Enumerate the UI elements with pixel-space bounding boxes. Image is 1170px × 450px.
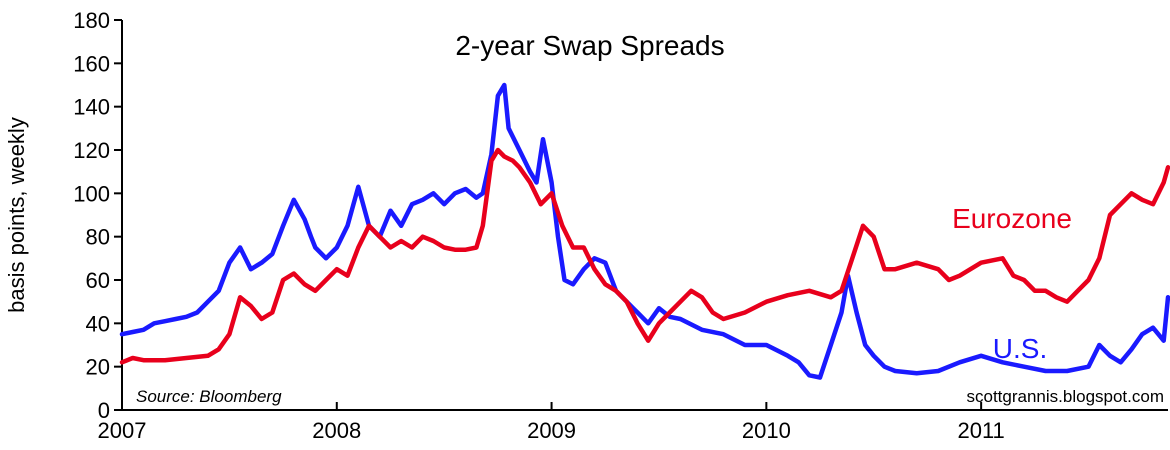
chart-title: 2-year Swap Spreads — [455, 30, 724, 61]
y-tick-label: 40 — [86, 311, 110, 336]
y-tick-label: 120 — [73, 138, 110, 163]
x-tick-label: 2010 — [742, 418, 791, 443]
y-tick-label: 60 — [86, 268, 110, 293]
x-tick-label: 2007 — [98, 418, 147, 443]
y-tick-label: 140 — [73, 95, 110, 120]
credit-note: scottgrannis.blogspot.com — [967, 387, 1165, 406]
series-layer — [119, 82, 1170, 380]
source-note: Source: Bloomberg — [136, 387, 282, 406]
y-ticks: 0 20 40 60 80 100 120 140 160 180 — [73, 8, 122, 423]
axes-layer — [121, 20, 1168, 411]
series-label-eurozone: Eurozone — [952, 203, 1072, 234]
series-line-us — [119, 82, 1170, 380]
y-tick-label: 0 — [98, 398, 110, 423]
y-tick-label: 180 — [73, 8, 110, 33]
y-tick-label: 100 — [73, 181, 110, 206]
y-tick-label: 80 — [86, 225, 110, 250]
x-tick-label: 2011 — [957, 418, 1004, 443]
x-ticks: 2007 2008 2009 2010 2011 — [98, 402, 1005, 443]
y-axis-label: basis points, weekly — [4, 117, 29, 313]
y-tick-label: 160 — [73, 51, 110, 76]
y-tick-label: 20 — [86, 355, 110, 380]
x-tick-label: 2009 — [527, 418, 576, 443]
x-tick-label: 2008 — [312, 418, 361, 443]
series-label-us: U.S. — [993, 333, 1047, 364]
series-line-eurozone — [119, 147, 1170, 365]
